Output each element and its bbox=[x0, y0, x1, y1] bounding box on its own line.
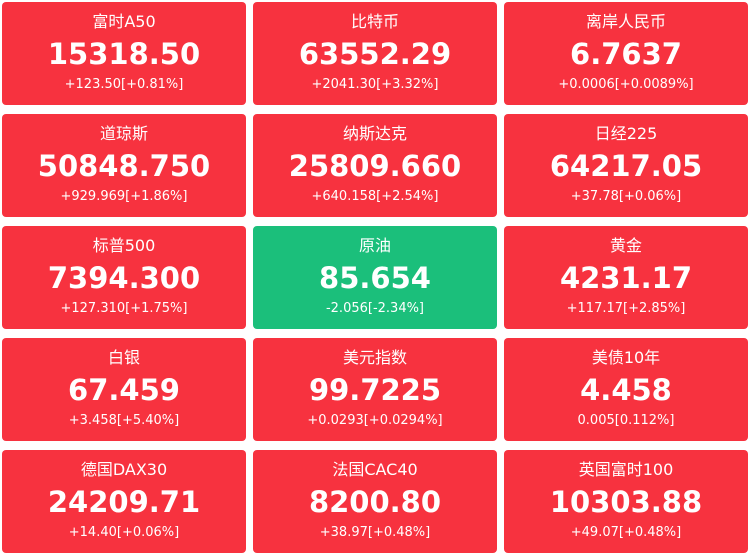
quote-name: 日经225 bbox=[594, 124, 658, 143]
quote-price: 4.458 bbox=[580, 373, 672, 407]
quote-change: +14.40[+0.06%] bbox=[68, 525, 180, 540]
quote-tile: 离岸人民币 6.7637 +0.0006[+0.0089%] bbox=[504, 2, 748, 105]
quote-name: 比特币 bbox=[350, 12, 399, 31]
quote-tile: 纳斯达克 25809.660 +640.158[+2.54%] bbox=[253, 114, 497, 217]
quote-name: 美债10年 bbox=[591, 348, 661, 367]
quote-name: 道琼斯 bbox=[99, 124, 148, 143]
quote-price: 6.7637 bbox=[570, 37, 682, 71]
quote-name: 白银 bbox=[107, 348, 140, 367]
quote-change: +0.0293[+0.0294%] bbox=[307, 413, 443, 428]
quote-change: +2041.30[+3.32%] bbox=[311, 77, 439, 92]
quote-price: 64217.05 bbox=[549, 149, 703, 183]
quote-tile: 英国富时100 10303.88 +49.07[+0.48%] bbox=[504, 450, 748, 553]
quote-tile: 标普500 7394.300 +127.310[+1.75%] bbox=[2, 226, 246, 329]
quote-price: 85.654 bbox=[319, 261, 431, 295]
quote-tile: 比特币 63552.29 +2041.30[+3.32%] bbox=[253, 2, 497, 105]
quote-tile: 原油 85.654 -2.056[-2.34%] bbox=[253, 226, 497, 329]
quote-name: 原油 bbox=[358, 236, 391, 255]
quote-price: 63552.29 bbox=[298, 37, 452, 71]
quote-price: 10303.88 bbox=[549, 485, 703, 519]
quote-tile: 道琼斯 50848.750 +929.969[+1.86%] bbox=[2, 114, 246, 217]
quote-tile: 白银 67.459 +3.458[+5.40%] bbox=[2, 338, 246, 441]
quote-change: +3.458[+5.40%] bbox=[68, 413, 180, 428]
quote-price: 7394.300 bbox=[47, 261, 201, 295]
quote-price: 4231.17 bbox=[559, 261, 693, 295]
quote-change: +117.17[+2.85%] bbox=[566, 301, 686, 316]
quote-name: 英国富时100 bbox=[578, 460, 674, 479]
quote-name: 黄金 bbox=[609, 236, 642, 255]
quote-tile: 德国DAX30 24209.71 +14.40[+0.06%] bbox=[2, 450, 246, 553]
quote-price: 50848.750 bbox=[37, 149, 211, 183]
quote-change: +123.50[+0.81%] bbox=[64, 77, 184, 92]
quote-change: +0.0006[+0.0089%] bbox=[558, 77, 694, 92]
quote-change: -2.056[-2.34%] bbox=[325, 301, 425, 316]
quote-tile: 日经225 64217.05 +37.78[+0.06%] bbox=[504, 114, 748, 217]
quote-price: 25809.660 bbox=[288, 149, 462, 183]
quote-tile: 富时A50 15318.50 +123.50[+0.81%] bbox=[2, 2, 246, 105]
quote-name: 离岸人民币 bbox=[585, 12, 666, 31]
quote-change: +127.310[+1.75%] bbox=[60, 301, 188, 316]
quote-name: 美元指数 bbox=[342, 348, 407, 367]
quote-change: +38.97[+0.48%] bbox=[319, 525, 431, 540]
quote-name: 富时A50 bbox=[92, 12, 156, 31]
quote-price: 99.7225 bbox=[308, 373, 442, 407]
quote-name: 标普500 bbox=[92, 236, 156, 255]
quote-change: +49.07[+0.48%] bbox=[570, 525, 682, 540]
quote-name: 法国CAC40 bbox=[332, 460, 418, 479]
quote-tile: 法国CAC40 8200.80 +38.97[+0.48%] bbox=[253, 450, 497, 553]
quote-change: +929.969[+1.86%] bbox=[60, 189, 188, 204]
quote-name: 纳斯达克 bbox=[342, 124, 407, 143]
quote-name: 德国DAX30 bbox=[80, 460, 168, 479]
quote-price: 24209.71 bbox=[47, 485, 201, 519]
quote-tile: 美元指数 99.7225 +0.0293[+0.0294%] bbox=[253, 338, 497, 441]
quote-change: 0.005[0.112%] bbox=[577, 413, 675, 428]
quote-price: 8200.80 bbox=[308, 485, 442, 519]
quote-change: +37.78[+0.06%] bbox=[570, 189, 682, 204]
quote-price: 15318.50 bbox=[47, 37, 201, 71]
quote-tile: 黄金 4231.17 +117.17[+2.85%] bbox=[504, 226, 748, 329]
quote-price: 67.459 bbox=[68, 373, 180, 407]
quote-tile: 美债10年 4.458 0.005[0.112%] bbox=[504, 338, 748, 441]
quote-change: +640.158[+2.54%] bbox=[311, 189, 439, 204]
